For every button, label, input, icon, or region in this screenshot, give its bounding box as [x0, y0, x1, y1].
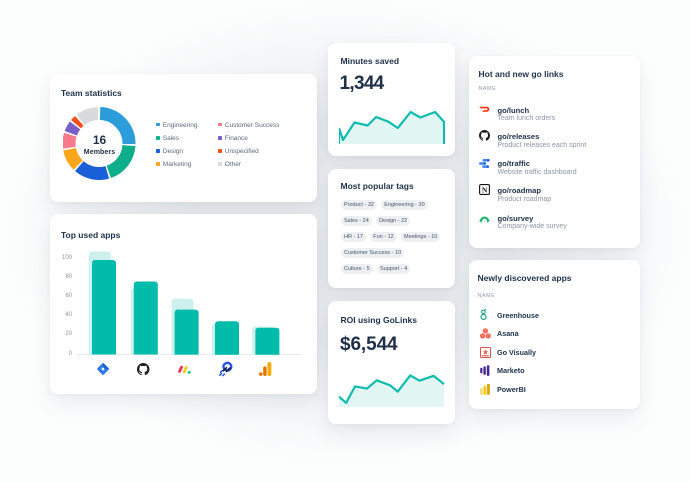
svg-text:40: 40 — [65, 312, 72, 318]
svg-text:N: N — [481, 186, 487, 195]
svg-text:20: 20 — [65, 331, 72, 337]
svg-text:0: 0 — [69, 351, 73, 357]
svg-text:60: 60 — [65, 293, 72, 299]
svg-text:100: 100 — [62, 255, 73, 261]
svg-text:80: 80 — [65, 274, 72, 280]
